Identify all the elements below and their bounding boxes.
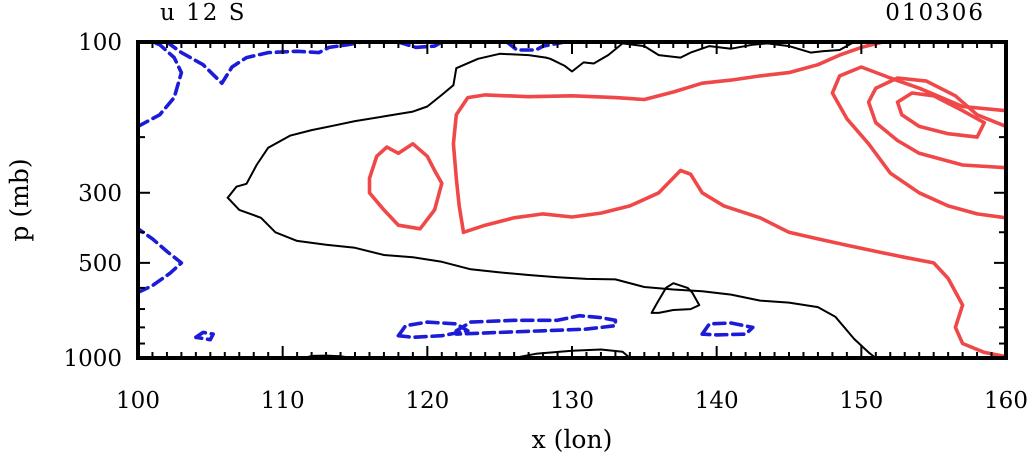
plot-area: [136, 40, 1008, 360]
y-tick-label-100: 100: [78, 30, 122, 56]
neg-contour-lower-2: [454, 313, 618, 336]
pos-contour-30: [866, 76, 1008, 170]
x-tick-label-110: 110: [261, 388, 305, 414]
x-tick-label-130: 130: [550, 388, 594, 414]
x-axis-label: x (lon): [532, 425, 613, 454]
x-tick-label-150: 150: [839, 388, 883, 414]
zero-contour-lower: [226, 196, 877, 359]
y-tick-label-1000: 1000: [63, 346, 122, 372]
contour-lines: [136, 40, 1008, 359]
chart-title-right: 010306: [885, 0, 985, 26]
pos-contour-40: [895, 91, 987, 139]
neg-contour-left-b: [136, 227, 184, 295]
x-tick-marks: [137, 42, 1007, 358]
chart-title-left: u 12 S: [160, 0, 246, 26]
y-axis-label: p (mb): [5, 158, 34, 241]
neg-contour-top-b: [396, 40, 444, 50]
x-tick-label-160: 160: [984, 388, 1028, 414]
y-tick-labels: 100 300 500 1000: [63, 30, 122, 372]
neg-contour-left-a: [136, 40, 184, 129]
zero-contour-small-loop: [650, 282, 701, 314]
pos-contour-10-a: [451, 40, 885, 235]
y-tick-label-300: 300: [78, 181, 122, 207]
x-tick-labels: 100 110 120 130 140 150 160: [116, 388, 1028, 414]
x-tick-label-140: 140: [695, 388, 739, 414]
zero-contour-bottom-2: [513, 348, 631, 359]
x-tick-label-120: 120: [405, 388, 449, 414]
x-tick-label-100: 100: [116, 388, 160, 414]
y-tick-label-500: 500: [78, 251, 122, 277]
y-tick-marks: [138, 41, 1006, 359]
neg-contour-top-a: [165, 40, 364, 85]
neg-contour-lower-4: [194, 330, 215, 342]
neg-contour-lower-3: [700, 321, 755, 337]
pos-contour-10-island: [367, 142, 444, 231]
pos-contour-10-b: [461, 168, 1008, 359]
pos-contour-20: [830, 65, 1008, 220]
